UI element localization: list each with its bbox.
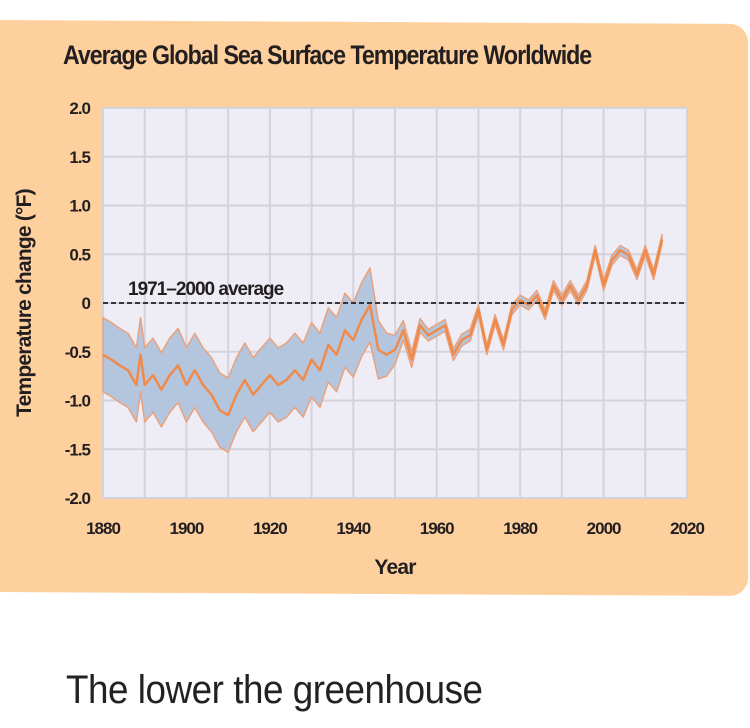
x-tick-label: 1960 [420, 519, 454, 538]
x-tick-label: 1880 [86, 519, 120, 538]
x-tick-label: 2020 [670, 519, 704, 538]
y-axis-label: Temperature change (°F) [13, 189, 36, 417]
y-tick-label: 1.0 [69, 197, 90, 216]
y-tick-label: 0 [82, 294, 91, 313]
y-tick-label: 2.0 [69, 99, 90, 118]
series-line-group [102, 239, 664, 417]
caption-text: The lower the greenhouse [66, 668, 483, 712]
reference-line-label: 1971–2000 average [128, 279, 284, 300]
y-tick-labels: 2.0 1.5 1.0 0.5 0 -0.5 -1.0 -1.5 -2.0 [65, 99, 92, 508]
x-tick-label: 1900 [170, 519, 204, 538]
x-axis-label: Year [374, 556, 416, 579]
y-tick-label: -1.5 [65, 440, 91, 459]
x-tick-label: 1940 [336, 519, 370, 538]
chart-svg: 1971–2000 average 2.0 1.5 1.0 0.5 0 -0.5 -1.0 -… [13, 99, 705, 579]
y-tick-label: -2.0 [65, 489, 91, 508]
y-tick-label: 0.5 [69, 245, 90, 264]
x-tick-label: 1920 [253, 519, 287, 538]
y-tick-label: -1.0 [65, 392, 91, 411]
x-tick-label: 1980 [503, 519, 537, 538]
x-tick-label: 2000 [587, 519, 621, 538]
chart-title: Average Global Sea Surface Temperature W… [63, 40, 592, 70]
series-line [102, 239, 664, 417]
y-tick-label: 1.5 [69, 148, 90, 167]
x-tick-labels: 1880 1900 1920 1940 1960 1980 2000 2020 [86, 519, 705, 538]
y-tick-label: -0.5 [65, 343, 91, 362]
